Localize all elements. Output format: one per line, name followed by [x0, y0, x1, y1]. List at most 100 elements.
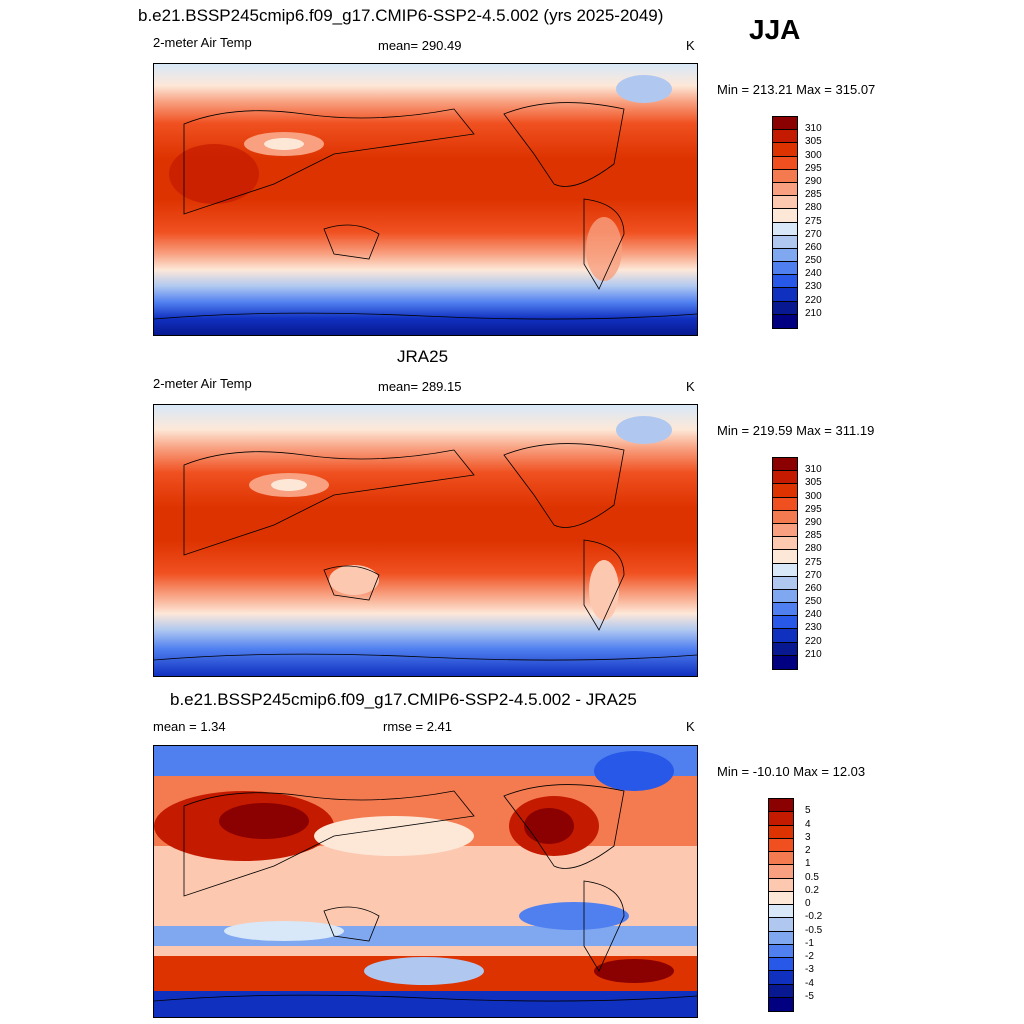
colorbar-segment — [773, 642, 797, 656]
colorbar-tick-label: 250 — [805, 596, 822, 608]
colorbar-segment — [769, 984, 793, 998]
colorbar-segment — [773, 471, 797, 485]
colorbar-segment — [773, 117, 797, 131]
colorbar-segment — [769, 931, 793, 945]
colorbar-tick-label: -3 — [805, 964, 814, 976]
colorbar-tick-label: 4 — [805, 818, 811, 830]
colorbar-segment — [773, 156, 797, 170]
colorbar-tick-label: 300 — [805, 490, 822, 502]
panel-3-colorbar — [768, 798, 794, 1012]
panel-1-mean-label: mean= 290.49 — [378, 38, 462, 53]
colorbar-tick-label: 280 — [805, 202, 822, 214]
season-label: JJA — [749, 14, 801, 45]
panel-3-rmse-label: rmse = 2.41 — [383, 719, 453, 734]
colorbar-segment — [773, 275, 797, 289]
colorbar-tick-label: 3 — [805, 831, 811, 843]
colorbar-tick-label: -2 — [805, 951, 814, 962]
colorbar-segment — [773, 222, 797, 236]
colorbar-segment — [773, 130, 797, 144]
colorbar-tick-label: -5 — [805, 990, 814, 1002]
colorbar-segment — [769, 918, 793, 932]
colorbar-segment — [773, 288, 797, 302]
colorbar-tick-label: -0.2 — [805, 911, 823, 923]
colorbar-tick-label: 2 — [805, 845, 811, 856]
colorbar-segment — [769, 825, 793, 839]
panel-1-variable-label: 2-meter Air Temp — [153, 35, 252, 50]
colorbar-segment — [773, 301, 797, 315]
colorbar-tick-label: 290 — [805, 175, 822, 187]
colorbar-tick-label: 220 — [805, 635, 822, 647]
panel-3-minmax-label: Min = -10.10 Max = 12.03 — [717, 764, 866, 779]
colorbar-tick-label: 240 — [805, 609, 822, 621]
colorbar-segment — [773, 143, 797, 157]
colorbar-segment — [773, 262, 797, 276]
colorbar-segment — [773, 235, 797, 249]
colorbar-tick-label: 300 — [805, 149, 822, 161]
panel-3-title: b.e21.BSSP245cmip6.f09_g17.CMIP6-SSP2-4.… — [170, 690, 637, 709]
colorbar-tick-label: -1 — [805, 937, 814, 949]
colorbar-tick-label: -0.5 — [805, 924, 823, 936]
colorbar-segment — [773, 616, 797, 630]
panel-1-title: b.e21.BSSP245cmip6.f09_g17.CMIP6-SSP2-4.… — [138, 6, 664, 25]
colorbar-segment — [773, 655, 797, 669]
colorbar-segment — [769, 958, 793, 972]
colorbar-segment — [769, 852, 793, 866]
colorbar-segment — [773, 576, 797, 590]
colorbar-tick-label: 1 — [805, 858, 811, 870]
colorbar-segment — [769, 971, 793, 985]
panel-1-map — [153, 63, 698, 336]
panel-1-colorbar — [772, 116, 798, 329]
australia-coastline — [323, 224, 380, 260]
colorbar-segment — [773, 196, 797, 210]
panel-3-map — [153, 745, 698, 1018]
panel-2-mean-label: mean= 289.15 — [378, 379, 462, 394]
colorbar-tick-label: 310 — [805, 464, 822, 476]
colorbar-segment — [773, 497, 797, 511]
colorbar-segment — [773, 550, 797, 564]
panel-1-minmax-label: Min = 213.21 Max = 315.07 — [717, 82, 876, 97]
panel-3-units-label: K — [686, 719, 695, 734]
colorbar-segment — [773, 314, 797, 328]
panel-3-colorbar-labels: 5 4 3 2 1 0.5 0.2 0 -0.2 -0.5 -1 -2 -3 -4 -5 — [805, 798, 845, 1010]
colorbar-tick-label: 230 — [805, 622, 822, 634]
colorbar-tick-label: 285 — [805, 189, 822, 201]
colorbar-tick-label: 0.2 — [805, 884, 819, 896]
colorbar-segment — [769, 799, 793, 813]
colorbar-tick-label: 305 — [805, 477, 822, 489]
panel-3-mean-label: mean = 1.34 — [153, 719, 226, 734]
panel-2-units-label: K — [686, 379, 695, 394]
colorbar-segment — [769, 891, 793, 905]
colorbar-segment — [769, 944, 793, 958]
panel-2-minmax-label: Min = 219.59 Max = 311.19 — [717, 423, 875, 438]
colorbar-segment — [769, 865, 793, 879]
colorbar-tick-label: 310 — [805, 123, 822, 135]
panel-2-map — [153, 404, 698, 677]
panel-2-variable-label: 2-meter Air Temp — [153, 376, 252, 391]
panel-1-units-label: K — [686, 38, 695, 53]
colorbar-tick-label: 240 — [805, 268, 822, 280]
panel-2-colorbar-labels: 310 305 300 295 290 285 280 275 270 260 250 240 230 2… — [805, 457, 845, 668]
colorbar-tick-label: 295 — [805, 162, 822, 174]
colorbar-tick-label: 0.5 — [805, 871, 819, 883]
colorbar-tick-label: -4 — [805, 977, 814, 989]
colorbar-tick-label: 5 — [805, 805, 811, 817]
colorbar-segment — [773, 169, 797, 183]
colorbar-segment — [773, 603, 797, 617]
eurasia-africa-coastline — [183, 108, 475, 215]
colorbar-tick-label: 275 — [805, 215, 822, 227]
colorbar-tick-label: 285 — [805, 530, 822, 542]
colorbar-tick-label: 220 — [805, 294, 822, 306]
colorbar-segment — [773, 458, 797, 472]
colorbar-tick-label: 260 — [805, 241, 822, 253]
colorbar-segment — [773, 523, 797, 538]
north-america-coastline — [503, 102, 625, 187]
colorbar-segment — [773, 182, 797, 197]
colorbar-segment — [773, 510, 797, 524]
colorbar-tick-label: 270 — [805, 569, 822, 581]
colorbar-tick-label: 290 — [805, 516, 822, 528]
colorbar-tick-label: 280 — [805, 543, 822, 555]
colorbar-segment — [773, 209, 797, 223]
antarctica-coastline — [154, 312, 697, 320]
colorbar-tick-label: 210 — [805, 307, 822, 319]
panel-1-colorbar-labels: 310 305 300 295 290 285 280 275 270 260 250 240 230 2… — [805, 116, 845, 327]
